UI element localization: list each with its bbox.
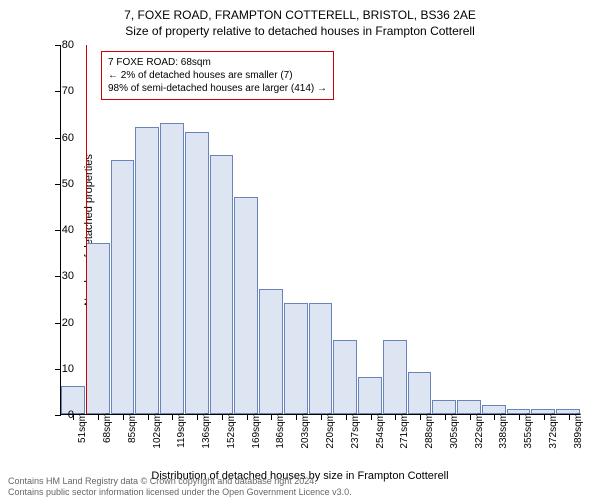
bar — [135, 127, 159, 414]
x-tick — [197, 414, 198, 420]
bar — [408, 372, 432, 414]
plot-area: Number of detached properties 51sqm68sqm… — [60, 45, 580, 415]
x-tick-label: 372sqm — [548, 413, 559, 449]
bar — [284, 303, 308, 414]
y-tick-label: 50 — [62, 178, 74, 190]
x-tick — [346, 414, 347, 420]
y-tick — [55, 138, 61, 139]
callout-line-2: ← 2% of detached houses are smaller (7) — [108, 69, 327, 82]
x-tick — [445, 414, 446, 420]
bar — [309, 303, 333, 414]
bar — [111, 160, 135, 414]
x-tick — [569, 414, 570, 420]
y-tick-label: 60 — [62, 132, 74, 144]
footer-line-2: Contains public sector information licen… — [8, 487, 352, 498]
x-tick-label: 85sqm — [127, 413, 138, 443]
x-tick — [247, 414, 248, 420]
x-tick-label: 203sqm — [300, 413, 311, 449]
callout-box: 7 FOXE ROAD: 68sqm← 2% of detached house… — [101, 51, 334, 100]
y-tick — [55, 91, 61, 92]
x-tick — [371, 414, 372, 420]
bar — [259, 289, 283, 414]
x-tick — [519, 414, 520, 420]
x-tick-label: 68sqm — [102, 413, 113, 443]
x-tick — [98, 414, 99, 420]
x-tick — [544, 414, 545, 420]
x-tick — [148, 414, 149, 420]
y-tick-label: 30 — [62, 270, 74, 282]
y-tick-label: 0 — [68, 409, 74, 421]
y-tick-label: 10 — [62, 363, 74, 375]
y-tick — [55, 323, 61, 324]
x-tick — [123, 414, 124, 420]
y-tick — [55, 369, 61, 370]
bar — [333, 340, 357, 414]
x-tick-label: 220sqm — [325, 413, 336, 449]
callout-line-1: 7 FOXE ROAD: 68sqm — [108, 56, 327, 69]
y-tick — [55, 45, 61, 46]
bar — [210, 155, 234, 414]
x-tick-label: 102sqm — [152, 413, 163, 449]
x-tick-label: 51sqm — [77, 413, 88, 443]
bar — [234, 197, 258, 414]
x-tick — [420, 414, 421, 420]
y-tick-label: 70 — [62, 85, 74, 97]
x-tick-label: 186sqm — [275, 413, 286, 449]
bar — [185, 132, 209, 414]
x-tick — [296, 414, 297, 420]
bar — [86, 243, 110, 414]
bar — [457, 400, 481, 414]
bar — [432, 400, 456, 414]
x-tick-label: 254sqm — [375, 413, 386, 449]
x-tick — [395, 414, 396, 420]
x-tick-label: 322sqm — [474, 413, 485, 449]
bar — [160, 123, 184, 414]
x-tick-label: 237sqm — [350, 413, 361, 449]
bar — [383, 340, 407, 414]
x-tick — [271, 414, 272, 420]
x-tick — [470, 414, 471, 420]
x-tick — [321, 414, 322, 420]
y-tick — [55, 276, 61, 277]
callout-line-3: 98% of semi-detached houses are larger (… — [108, 82, 327, 95]
chart-area: Number of detached properties 51sqm68sqm… — [60, 45, 580, 415]
x-tick-label: 288sqm — [424, 413, 435, 449]
main-title: 7, FOXE ROAD, FRAMPTON COTTERELL, BRISTO… — [0, 8, 600, 22]
x-tick — [494, 414, 495, 420]
x-tick-label: 119sqm — [176, 413, 187, 448]
footer-line-1: Contains HM Land Registry data © Crown c… — [8, 476, 352, 487]
footer: Contains HM Land Registry data © Crown c… — [8, 476, 352, 498]
x-tick-label: 152sqm — [226, 413, 237, 449]
reference-line — [86, 45, 87, 414]
x-tick-label: 305sqm — [449, 413, 460, 449]
y-tick — [55, 184, 61, 185]
x-tick — [172, 414, 173, 420]
y-tick — [55, 415, 61, 416]
x-tick-label: 136sqm — [201, 413, 212, 449]
bar — [358, 377, 382, 414]
x-tick-label: 355sqm — [523, 413, 534, 449]
x-tick-label: 169sqm — [251, 413, 262, 449]
y-tick — [55, 230, 61, 231]
x-tick-label: 389sqm — [573, 413, 584, 449]
subtitle: Size of property relative to detached ho… — [0, 24, 600, 38]
y-tick-label: 20 — [62, 317, 74, 329]
y-tick-label: 40 — [62, 224, 74, 236]
x-tick-label: 271sqm — [399, 413, 410, 449]
x-tick-label: 338sqm — [498, 413, 509, 449]
x-tick — [222, 414, 223, 420]
y-tick-label: 80 — [62, 39, 74, 51]
